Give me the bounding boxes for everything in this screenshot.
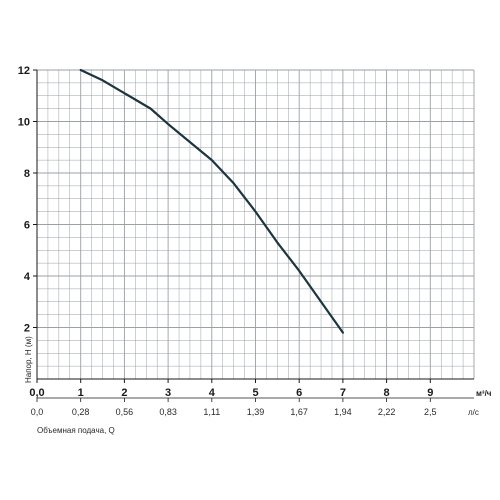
x-secondary-tick-label: 1,94: [334, 407, 352, 417]
series-line-0: [79, 68, 344, 334]
x-tick-label: 1: [78, 387, 84, 399]
x-tick-label: 7: [340, 387, 346, 399]
x-unit-label: м³/ч: [476, 389, 492, 398]
x-tick-label: 2: [121, 387, 127, 399]
x-tick-label: 4: [209, 387, 216, 399]
y-tick-label: 10: [18, 117, 30, 129]
x-tick-label: 6: [296, 387, 302, 399]
x-tick-label: 0,0: [29, 387, 44, 399]
y-tick-label: 4: [24, 271, 31, 283]
x-secondary-tick-label: 1,11: [203, 407, 220, 417]
y-tick-label: 2: [24, 323, 30, 335]
x-tick-label: 8: [384, 387, 390, 399]
x-secondary-tick-label: 1,67: [290, 407, 308, 417]
y-axis-title: Напор, H (м): [24, 336, 33, 383]
y-tick-label: 12: [18, 65, 30, 77]
x-tick-label: 3: [165, 387, 171, 399]
y-tick-label: 8: [24, 168, 30, 180]
x-secondary-tick-label: 0,0: [31, 407, 44, 417]
x-secondary-tick-label: 2,22: [378, 407, 396, 417]
x-secondary-tick-label: 1,39: [247, 407, 265, 417]
x-tick-label: 5: [252, 387, 258, 399]
x-tick-label: 9: [427, 387, 433, 399]
x-secondary-tick-label: 2,5: [424, 407, 437, 417]
x-secondary-tick-label: 0,28: [72, 407, 90, 417]
x-secondary-tick-label: 0,56: [116, 407, 134, 417]
x-secondary-tick-label: 0,83: [159, 407, 177, 417]
x-secondary-axis-title: Объемная подача, Q: [37, 426, 115, 435]
x-secondary-unit-label: л/с: [468, 408, 479, 417]
y-tick-label: 6: [24, 220, 30, 232]
